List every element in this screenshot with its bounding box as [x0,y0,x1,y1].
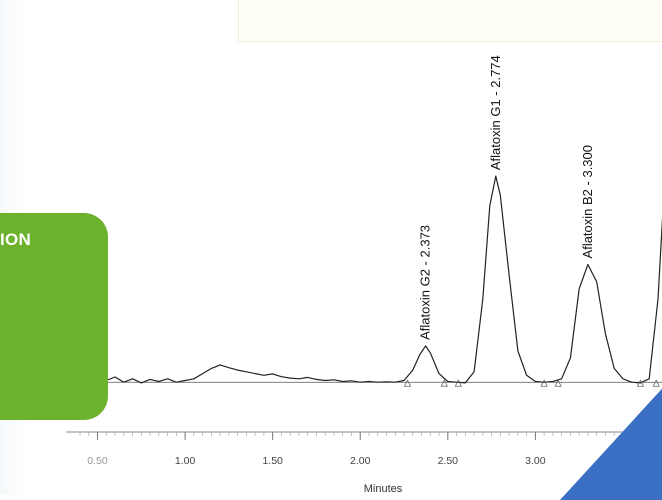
blue-triangle [560,380,662,500]
x-tick-label: 0.50 [87,455,108,467]
blue-corner-shape [560,380,662,500]
series-line [98,39,662,383]
x-tick-label: 1.50 [262,455,283,467]
peak-label: Aflatoxin G1 - 2.774 [488,55,503,170]
integration-marker [441,380,447,386]
x-tick-label: 2.00 [350,455,371,467]
integration-marker [455,380,461,386]
peak-label: Aflatoxin G2 - 2.373 [418,225,433,340]
series-layer [98,39,662,383]
peak-labels: Aflatoxin G2 - 2.373 Aflatoxin G1 - 2.774… [418,0,662,340]
integration-marker [405,380,411,386]
faint-panel [238,0,662,42]
green-card: ION [0,213,108,420]
x-tick-label: 1.00 [175,455,196,467]
x-tick-label: 3.00 [525,455,546,467]
peak-label: Aflatoxin B2 - 3.300 [580,145,595,258]
integration-marker [541,380,547,386]
x-tick-label: 2.50 [438,455,459,467]
x-axis-label: Minutes [364,483,403,495]
green-card-text: ION [0,230,31,250]
